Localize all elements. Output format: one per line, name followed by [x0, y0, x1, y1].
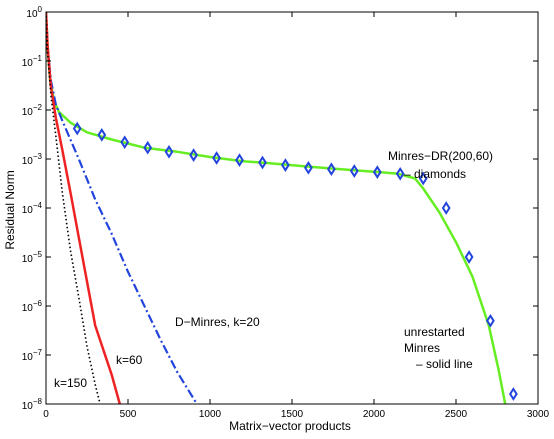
y-tick-label: 10−5 [22, 250, 43, 265]
axes-box [45, 11, 539, 405]
tick-layer: 0 500 1000 1500 2000 2500 3000 10−8 10−7 10−6 10−5… [22, 5, 550, 420]
diamond-marker-10 [304, 160, 313, 175]
annotation-layer: Minres−DR(200,60) – diamonds D−Minres, k… [54, 149, 493, 390]
diamond-marker-5 [189, 148, 198, 162]
diamond-marker-0 [72, 121, 82, 136]
annotation-k60: k=60 [116, 353, 143, 367]
annotation-minres-dr: Minres−DR(200,60) [388, 149, 493, 163]
annotation-solid-line: – solid line [416, 357, 473, 371]
series-line-0 [46, 12, 507, 404]
series-line-1 [46, 12, 198, 404]
y-tick-label: 10−8 [22, 397, 43, 412]
diamond-marker-3 [143, 140, 153, 155]
diamond-marker-7 [235, 153, 244, 167]
series-layer [46, 12, 507, 404]
diamond-marker-19 [509, 387, 518, 401]
diamond-marker-8 [258, 155, 267, 170]
diamond-marker-4 [164, 144, 174, 159]
y-tick-label: 10−2 [22, 103, 43, 118]
diamond-marker-2 [120, 135, 130, 150]
diamond-marker-1 [97, 128, 107, 142]
x-tick-label: 0 [43, 409, 49, 420]
annotation-unrestarted: unrestarted [404, 325, 465, 339]
series-line-3 [46, 12, 101, 404]
diamond-marker-15 [418, 171, 428, 186]
diamond-marker-16 [441, 201, 451, 215]
marker-layer [72, 121, 518, 401]
x-tick-label: 1000 [199, 409, 222, 420]
diamond-marker-9 [281, 158, 290, 172]
diamond-marker-17 [464, 250, 474, 264]
x-tick-label: 2000 [363, 409, 386, 420]
x-tick-label: 2500 [445, 409, 468, 420]
x-axis-label: Matrix−vector products [229, 419, 351, 433]
annotation-k150: k=150 [54, 376, 87, 390]
y-tick-label: 10−3 [22, 152, 43, 167]
diamond-marker-11 [327, 162, 336, 177]
y-tick-label: 10−6 [22, 299, 43, 314]
annotation-minres: Minres [404, 341, 440, 355]
y-tick-label: 10−1 [22, 54, 43, 69]
y-tick-label: 10−4 [22, 201, 43, 216]
y-tick-label: 100 [26, 5, 42, 20]
diamond-marker-14 [395, 166, 405, 181]
diamond-marker-13 [372, 165, 382, 179]
x-tick-label: 1500 [281, 409, 304, 420]
diamond-marker-6 [212, 151, 221, 165]
diamond-marker-12 [349, 164, 359, 178]
y-tick-label: 10−7 [22, 348, 43, 363]
y-axis-label: Residual Norm [3, 170, 17, 249]
x-tick-label: 500 [120, 409, 137, 420]
series-line-2 [46, 12, 122, 404]
diamond-marker-18 [486, 313, 495, 328]
annotation-d-minres: D−Minres, k=20 [175, 315, 260, 329]
annotation-diamonds: – diamonds [404, 167, 466, 181]
x-tick-label: 3000 [527, 409, 550, 420]
